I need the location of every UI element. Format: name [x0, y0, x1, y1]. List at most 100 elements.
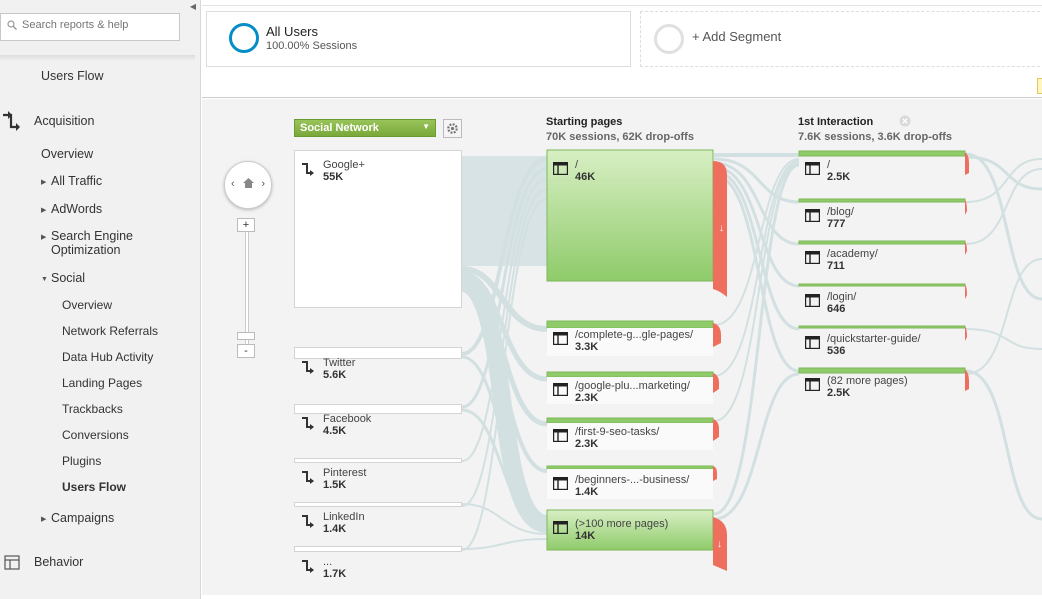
home-icon[interactable] — [242, 177, 255, 189]
page-name: /blog/ — [827, 206, 854, 218]
flow-link — [965, 155, 1042, 191]
page-icon — [805, 378, 820, 391]
entrance-arrow-icon — [302, 163, 314, 176]
page-value: 777 — [827, 218, 846, 230]
page-value: 646 — [827, 303, 846, 315]
node-start-more[interactable] — [546, 509, 714, 551]
node-int-root[interactable] — [798, 150, 966, 157]
collapse-triangle-icon: ▼ — [41, 276, 48, 283]
node-start-3[interactable] — [546, 371, 714, 378]
add-segment-button[interactable]: + Add Segment — [640, 11, 1042, 67]
starting-page-label: /46K — [553, 159, 595, 183]
expand-triangle-icon: ▶ — [41, 207, 47, 214]
nav-social[interactable]: ▼ Social — [41, 271, 85, 285]
nav-social-overview[interactable]: Overview — [62, 298, 113, 312]
nav-campaigns[interactable]: ▶ Campaigns — [41, 511, 114, 525]
page-name: /beginners-...-business/ — [575, 474, 690, 486]
node-int-quickstarter[interactable] — [798, 325, 966, 329]
nav-social-label: Social — [51, 271, 86, 285]
zoom-slider-track[interactable] — [245, 227, 249, 347]
first-interaction-summary: 7.6K sessions, 3.6K drop-offs — [798, 131, 953, 143]
flow-link — [461, 188, 548, 507]
dropoff-arrow-icon: ↓ — [717, 539, 722, 550]
nav-plugins[interactable]: Plugins — [62, 454, 102, 468]
node-start-5[interactable] — [546, 465, 714, 470]
pan-home-control[interactable]: ‹ › — [224, 161, 272, 209]
search-box[interactable] — [0, 13, 180, 41]
page-value: 2.3K — [575, 392, 599, 404]
first-interaction-title-row: 1st Interaction — [798, 115, 952, 128]
flow-link — [461, 355, 548, 521]
node-int-login[interactable] — [798, 283, 966, 287]
nav-conversions[interactable]: Conversions — [62, 428, 129, 442]
nav-behavior[interactable]: Behavior — [34, 555, 84, 569]
source-node-pinterest[interactable] — [294, 458, 462, 463]
first-interaction-nodes — [798, 150, 969, 391]
pan-left-icon[interactable]: ‹ — [231, 178, 235, 190]
node-start-root[interactable] — [546, 149, 714, 282]
nav-all-traffic-label: All Traffic — [51, 174, 103, 188]
segment-all-users[interactable]: All Users 100.00% Sessions — [206, 11, 631, 67]
source-value: 4.5K — [323, 425, 347, 437]
flow-link — [965, 158, 1042, 203]
nav-seo[interactable]: ▶ Search Engine Optimization — [41, 230, 133, 257]
dropoff-bar — [965, 152, 969, 175]
source-label: ... 1.7K — [300, 556, 346, 580]
source-node-linkedin[interactable] — [294, 502, 462, 507]
zoom-out-button[interactable]: - — [237, 344, 255, 358]
nav-adwords[interactable]: ▶ AdWords — [41, 202, 102, 216]
nav-users-flow-active[interactable]: Users Flow — [62, 480, 127, 494]
source-node-facebook[interactable] — [294, 404, 462, 414]
source-value: 1.5K — [323, 479, 347, 491]
segment-title: All Users — [266, 24, 319, 39]
canvas-bottom-border — [202, 595, 1042, 599]
starting-page-label: (>100 more pages) 14K — [553, 518, 668, 542]
dropoff-bar — [713, 323, 721, 347]
node-start-4[interactable] — [546, 417, 714, 424]
source-name: ... — [323, 556, 333, 568]
page-name: / — [827, 159, 831, 171]
flow-link — [461, 167, 548, 409]
dropoff-bar — [965, 199, 967, 215]
page-icon — [805, 162, 820, 175]
dimension-dropdown[interactable]: Social Network ▼ — [294, 119, 436, 137]
pan-right-icon[interactable]: › — [261, 178, 265, 190]
starting-page-label: /first-9-seo-tasks/2.3K — [553, 426, 659, 450]
starting-pages-header: Starting pages 70K sessions, 62K drop-of… — [546, 116, 694, 143]
zoom-in-button[interactable]: + — [237, 218, 255, 232]
users-flow-canvas[interactable]: ↓ ↓ — [202, 99, 1042, 595]
source-value: 5.6K — [323, 369, 347, 381]
nav-users-flow-top[interactable]: Users Flow — [41, 69, 104, 83]
nav-data-hub-activity[interactable]: Data Hub Activity — [62, 350, 154, 364]
collapse-sidebar-icon[interactable]: ◀ — [189, 2, 197, 11]
nav-network-referrals[interactable]: Network Referrals — [62, 324, 159, 338]
nav-trackbacks[interactable]: Trackbacks — [62, 402, 123, 416]
page-value: 46K — [575, 171, 596, 183]
source-node-twitter[interactable] — [294, 347, 462, 359]
node-start-2[interactable] — [546, 320, 714, 329]
flow-link — [965, 168, 1042, 245]
settings-gear-button[interactable] — [443, 119, 462, 138]
nav-all-traffic[interactable]: ▶ All Traffic — [41, 174, 102, 188]
search-input[interactable] — [22, 19, 172, 31]
node-int-more[interactable] — [798, 367, 966, 374]
notification-tab[interactable] — [1037, 78, 1042, 94]
flow-link — [965, 152, 1042, 301]
nav-acquisition-overview[interactable]: Overview — [41, 147, 94, 161]
flow-link — [459, 274, 549, 533]
node-int-blog[interactable] — [798, 198, 966, 203]
close-icon[interactable] — [899, 115, 911, 127]
nav-acquisition[interactable]: Acquisition — [34, 114, 95, 128]
source-node-google-plus[interactable] — [294, 150, 462, 308]
empty-segment-ring-icon — [654, 24, 684, 54]
search-icon — [7, 20, 17, 30]
zoom-slider-thumb[interactable] — [237, 332, 255, 340]
source-node-other[interactable] — [294, 546, 462, 552]
flow-link — [713, 169, 800, 331]
node-int-academy[interactable] — [798, 240, 966, 245]
gear-icon — [447, 123, 458, 134]
nav-landing-pages[interactable]: Landing Pages — [62, 376, 143, 390]
flow-link — [965, 369, 1042, 521]
page-name: /first-9-seo-tasks/ — [575, 426, 660, 438]
source-label: Twitter 5.6K — [300, 357, 355, 381]
